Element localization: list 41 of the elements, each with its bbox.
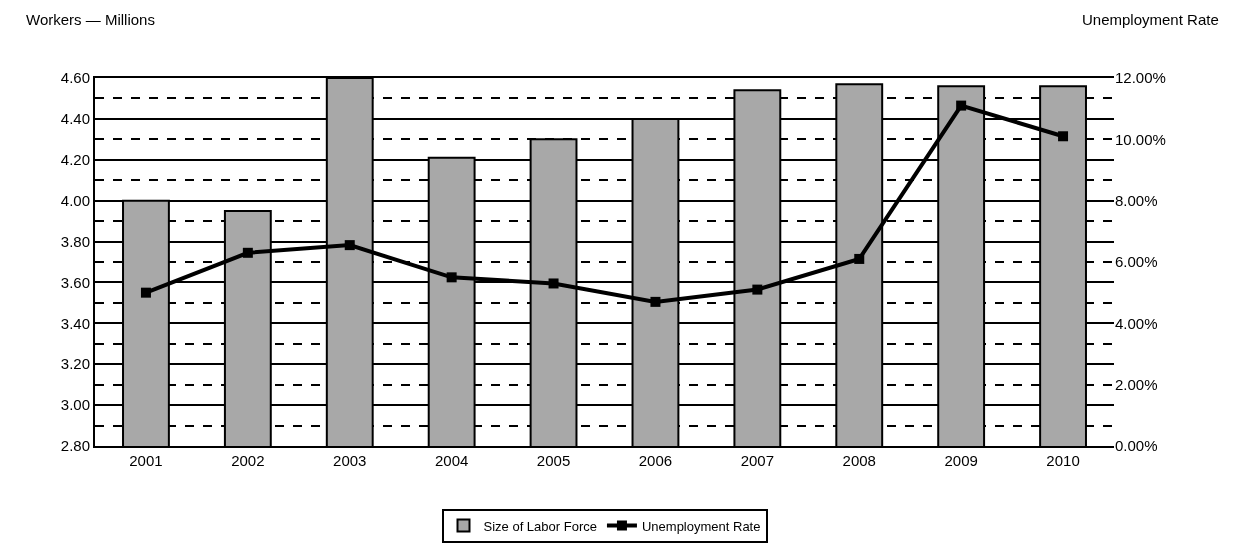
legend-label: Unemployment Rate [641, 518, 761, 534]
x-tick-label: 2002 [231, 452, 265, 469]
point [344, 240, 355, 251]
point [752, 284, 763, 295]
x-tick-label: 2003 [333, 452, 367, 469]
y-tick-label: 2.80 [60, 437, 90, 455]
x-tick-label: 2004 [434, 452, 469, 469]
y-tick-label: 3.40 [60, 314, 90, 332]
x-tick-label: 2010 [1046, 452, 1080, 469]
y-axis-title: Workers — Millions [26, 11, 155, 28]
x-tick-label: 2009 [944, 452, 978, 469]
y-tick-label: 3.80 [60, 232, 90, 250]
y-tick-label: 4.20 [60, 151, 90, 169]
y-tick-label: 3.20 [60, 355, 90, 373]
x-tick-label: 2006 [638, 452, 673, 469]
y2-tick-label: 8.00% [1115, 191, 1158, 209]
y2-tick-label: 0.00% [1115, 437, 1158, 455]
x-tick-label: 2005 [536, 452, 571, 469]
y2-tick-label: 12.00% [1115, 69, 1166, 87]
x-tick-label: 2001 [129, 452, 163, 469]
y-tick-label: 4.00 [60, 191, 90, 209]
x-tick-label: 2007 [740, 452, 775, 469]
point [446, 272, 457, 283]
y-tick-label: 4.40 [60, 110, 90, 128]
point [1058, 131, 1069, 142]
point [548, 278, 559, 289]
y-tick-label: 3.00 [60, 396, 90, 414]
y2-tick-label: 2.00% [1115, 375, 1158, 393]
point [242, 247, 253, 258]
y-tick-label: 3.60 [60, 273, 90, 291]
y2-axis-title: Unemployment Rate [1082, 11, 1219, 28]
point [650, 296, 661, 307]
legend-label: Size of Labor Force [483, 518, 597, 534]
x-tick-label: 2008 [842, 452, 876, 469]
y-tick-label: 4.60 [60, 69, 90, 87]
y2-tick-label: 10.00% [1115, 130, 1166, 148]
point [956, 100, 967, 111]
point [140, 287, 151, 298]
y2-tick-label: 6.00% [1115, 253, 1158, 271]
point [854, 253, 865, 264]
y2-tick-label: 4.00% [1115, 314, 1158, 332]
